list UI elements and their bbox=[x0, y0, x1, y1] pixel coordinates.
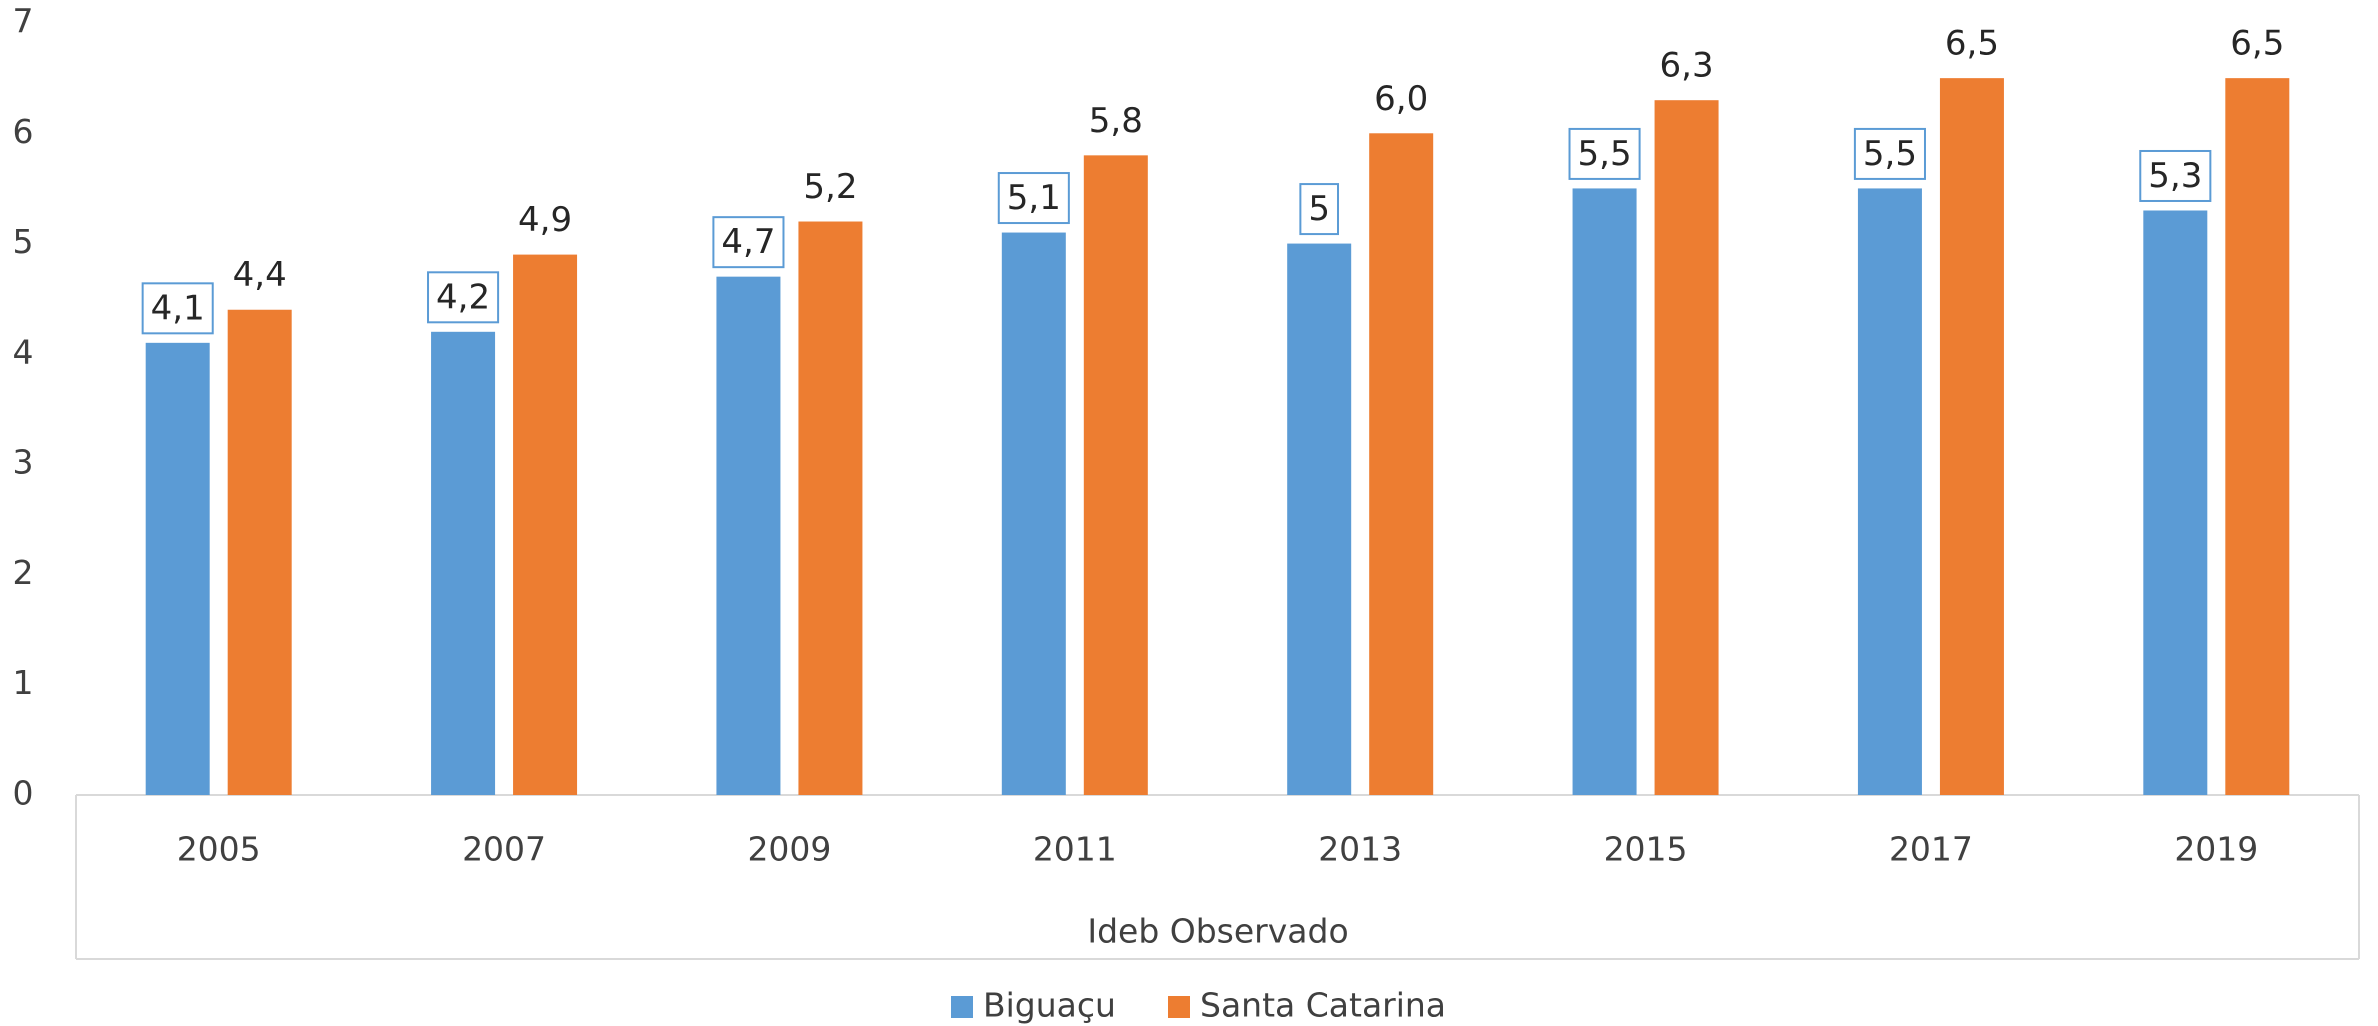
bar bbox=[1287, 243, 1352, 796]
bar bbox=[227, 309, 292, 795]
legend-label: Santa Catarina bbox=[1200, 986, 1446, 1025]
value-label: 6,5 bbox=[1945, 24, 1999, 64]
value-label: 4,7 bbox=[721, 222, 775, 262]
bar bbox=[1654, 100, 1719, 795]
bar bbox=[798, 221, 863, 795]
bar bbox=[1083, 155, 1148, 796]
value-label-box bbox=[1853, 127, 1926, 180]
value-label-box bbox=[997, 172, 1070, 225]
x-tick-label: 2005 bbox=[177, 830, 261, 869]
bar bbox=[1857, 188, 1922, 795]
x-tick-label: 2019 bbox=[2174, 830, 2258, 869]
y-tick-label: 7 bbox=[13, 2, 34, 41]
value-label: 5,8 bbox=[1089, 101, 1143, 141]
y-tick-label: 1 bbox=[13, 663, 34, 702]
y-tick-label: 6 bbox=[13, 112, 34, 151]
x-tick-label: 2015 bbox=[1604, 830, 1688, 869]
bar bbox=[2143, 210, 2208, 795]
value-label: 5,1 bbox=[1007, 178, 1061, 218]
value-label: 5,2 bbox=[803, 167, 857, 207]
y-tick-label: 0 bbox=[13, 774, 34, 813]
value-label: 5,3 bbox=[2148, 156, 2202, 196]
y-tick-label: 4 bbox=[13, 332, 34, 371]
value-label: 4,4 bbox=[233, 255, 287, 295]
value-label: 5,5 bbox=[1863, 134, 1917, 174]
bar bbox=[513, 254, 578, 796]
value-label-box bbox=[1299, 183, 1340, 236]
legend-label: Biguaçu bbox=[983, 986, 1116, 1025]
bar bbox=[1001, 232, 1066, 796]
bar bbox=[2225, 78, 2290, 795]
value-label: 4,1 bbox=[151, 288, 205, 328]
value-label-box bbox=[1568, 127, 1641, 180]
bar bbox=[1939, 78, 2004, 795]
x-tick-label: 2013 bbox=[1318, 830, 1402, 869]
value-label-box bbox=[712, 216, 785, 269]
bar bbox=[431, 331, 496, 795]
legend-swatch bbox=[1168, 996, 1190, 1018]
value-label-box bbox=[427, 271, 500, 324]
value-label-box bbox=[2139, 149, 2212, 202]
bar bbox=[1369, 133, 1434, 796]
value-label: 6,3 bbox=[1660, 46, 1714, 86]
bar bbox=[716, 276, 781, 796]
value-label: 6,5 bbox=[2230, 24, 2284, 64]
x-tick-label: 2011 bbox=[1033, 830, 1117, 869]
value-label: 4,9 bbox=[518, 200, 572, 240]
y-tick-label: 2 bbox=[13, 553, 34, 592]
value-label: 5,5 bbox=[1578, 134, 1632, 174]
value-label: 6,0 bbox=[1374, 79, 1428, 119]
legend-swatch bbox=[951, 996, 973, 1018]
x-tick-label: 2017 bbox=[1889, 830, 1973, 869]
value-label: 5 bbox=[1308, 189, 1330, 229]
value-label-box bbox=[141, 282, 214, 335]
bar bbox=[1572, 188, 1637, 795]
value-label: 4,2 bbox=[436, 277, 490, 317]
x-tick-label: 2007 bbox=[462, 830, 546, 869]
x-tick-label: 2009 bbox=[747, 830, 831, 869]
bar bbox=[145, 342, 210, 795]
y-tick-label: 5 bbox=[13, 222, 34, 261]
x-axis-title: Ideb Observado bbox=[1087, 912, 1348, 951]
y-tick-label: 3 bbox=[13, 443, 34, 482]
